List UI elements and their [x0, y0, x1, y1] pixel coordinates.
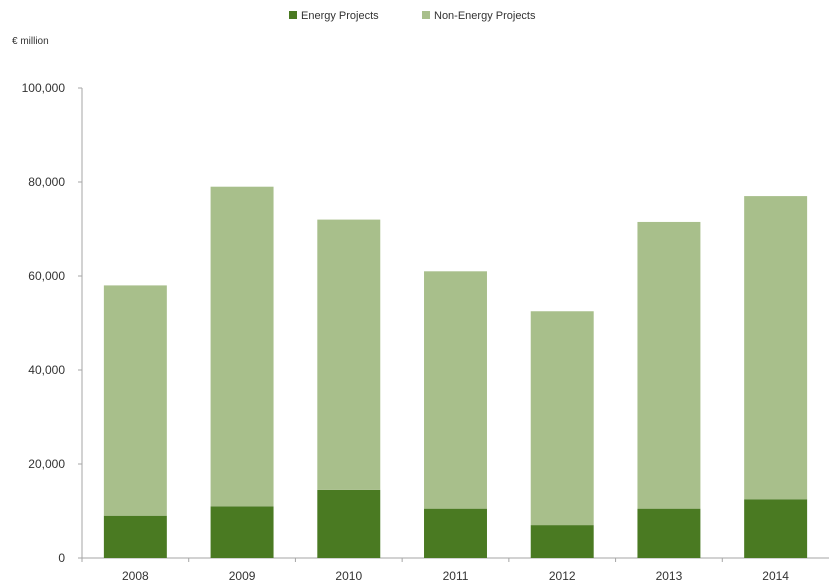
- bar-non-energy-2009: [210, 186, 274, 507]
- bar-energy-2009: [210, 506, 274, 558]
- legend-label-non-energy: Non-Energy Projects: [434, 10, 536, 22]
- bar-energy-2011: [424, 508, 487, 558]
- y-axis-ticks: 0 20,000 40,000 60,000 80,000 100,000: [22, 81, 82, 565]
- y-tick-label: 100,000: [22, 81, 66, 95]
- legend-label-energy: Energy Projects: [301, 10, 379, 22]
- y-tick-label: 40,000: [28, 363, 65, 377]
- legend-swatch-non-energy: [422, 11, 430, 19]
- bar-non-energy-2010: [317, 219, 381, 490]
- x-axis-ticks: 2008 2009 2010 2011 2012 2013 2014: [81, 558, 789, 583]
- bar-energy-2008: [103, 515, 167, 558]
- bars: [103, 186, 808, 558]
- bar-energy-2012: [530, 525, 594, 558]
- x-tick-label: 2010: [335, 569, 362, 583]
- y-tick-label: 0: [58, 551, 65, 565]
- y-tick-label: 80,000: [28, 175, 65, 189]
- y-tick-label: 20,000: [28, 457, 65, 471]
- bar-non-energy-2012: [530, 311, 594, 526]
- y-tick-label: 60,000: [28, 269, 65, 283]
- x-tick-label: 2008: [122, 569, 149, 583]
- legend: Energy Projects Non-Energy Projects: [289, 10, 536, 22]
- y-axis-unit-label: € million: [12, 36, 49, 47]
- x-tick-label: 2014: [762, 569, 789, 583]
- x-tick-label: 2009: [229, 569, 256, 583]
- bar-energy-2014: [744, 499, 808, 558]
- x-tick-label: 2013: [656, 569, 683, 583]
- x-tick-label: 2012: [549, 569, 576, 583]
- bar-non-energy-2008: [103, 285, 167, 516]
- bar-non-energy-2014: [744, 196, 808, 500]
- bar-energy-2010: [317, 489, 381, 558]
- legend-swatch-energy: [289, 11, 297, 19]
- bar-energy-2013: [637, 508, 701, 558]
- x-tick-label: 2011: [443, 569, 469, 583]
- bar-non-energy-2013: [637, 221, 701, 509]
- bar-non-energy-2011: [424, 271, 487, 509]
